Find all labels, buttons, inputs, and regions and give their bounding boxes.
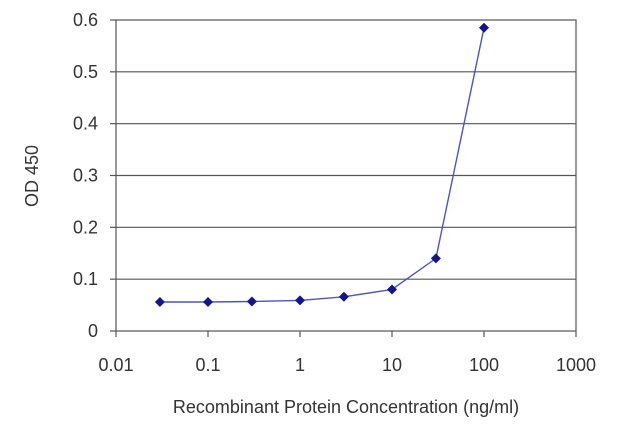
x-tick-label: 100 xyxy=(469,355,499,375)
x-tick-label: 0.1 xyxy=(195,355,220,375)
x-tick-label: 1000 xyxy=(556,355,596,375)
y-tick-label: 0.2 xyxy=(73,217,98,237)
data-point xyxy=(479,22,489,33)
grid-lines xyxy=(116,71,576,280)
y-tick-label: 0.1 xyxy=(73,269,98,289)
y-axis-title: OD 450 xyxy=(22,145,42,207)
y-tick-label: 0.4 xyxy=(73,114,98,134)
series-line xyxy=(159,27,485,303)
data-point xyxy=(430,253,441,264)
data-point xyxy=(154,296,165,307)
y-tick-label: 0.3 xyxy=(73,166,98,186)
x-tick-label: 10 xyxy=(382,355,402,375)
x-axis-title: Recombinant Protein Concentration (ng/ml… xyxy=(173,397,519,417)
y-tick-label: 0.6 xyxy=(73,10,98,30)
y-axis-ticks: 0 0.1 0.2 0.3 0.4 0.5 0.6 xyxy=(73,10,116,341)
x-tick-label: 0.01 xyxy=(98,355,133,375)
data-point xyxy=(246,296,257,307)
x-tick-label: 1 xyxy=(295,355,305,375)
data-point xyxy=(338,291,349,302)
data-point xyxy=(387,284,397,295)
data-point xyxy=(295,295,305,306)
y-tick-label: 0 xyxy=(88,321,98,341)
y-tick-label: 0.5 xyxy=(73,62,98,82)
data-point xyxy=(203,296,213,307)
x-axis-ticks: 0.01 0.1 1 10 100 1000 xyxy=(98,331,596,375)
data-markers xyxy=(154,22,489,307)
